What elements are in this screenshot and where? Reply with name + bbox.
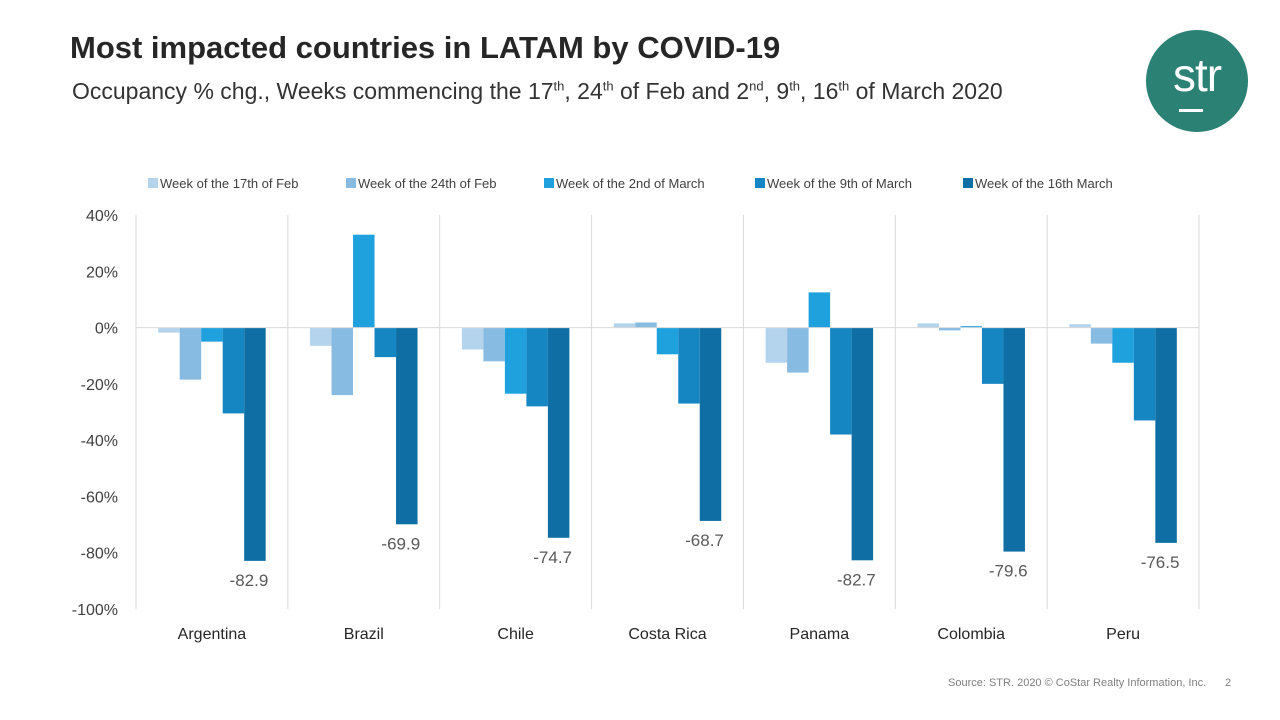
data-label: -82.9 bbox=[230, 571, 269, 590]
page-title: Most impacted countries in LATAM by COVI… bbox=[70, 30, 781, 65]
bar bbox=[201, 327, 223, 342]
data-label: -74.7 bbox=[533, 548, 572, 567]
subtitle-part-4: , 9 bbox=[763, 78, 790, 104]
bar bbox=[1112, 327, 1134, 363]
bar bbox=[1090, 327, 1113, 344]
bar bbox=[1003, 327, 1025, 552]
bar bbox=[808, 292, 831, 328]
subtitle-part-6: of March 2020 bbox=[849, 78, 1003, 104]
subtitle-sup-1: th bbox=[553, 78, 565, 94]
y-tick-label: -80% bbox=[81, 546, 118, 563]
bar bbox=[483, 327, 505, 362]
logo-text: str bbox=[1172, 49, 1222, 101]
x-category-label: Chile bbox=[497, 626, 534, 643]
subtitle-sup-4: th bbox=[789, 78, 801, 94]
page-subtitle: Occupancy % chg., Weeks commencing the 1… bbox=[72, 78, 1003, 105]
legend-swatch bbox=[755, 178, 765, 188]
data-label: -76.5 bbox=[1141, 553, 1180, 572]
x-category-label: Argentina bbox=[178, 626, 247, 643]
subtitle-sup-3: nd bbox=[749, 78, 764, 94]
data-label: -68.7 bbox=[685, 531, 724, 550]
bar bbox=[981, 327, 1004, 384]
bar bbox=[656, 327, 679, 355]
logo-underline bbox=[1179, 109, 1203, 112]
bar bbox=[787, 327, 809, 373]
legend-swatch bbox=[148, 178, 158, 188]
bar bbox=[179, 327, 202, 380]
bar bbox=[547, 327, 570, 538]
bar bbox=[244, 327, 266, 561]
legend-label: Week of the 24th of Feb bbox=[358, 176, 497, 191]
bar bbox=[613, 323, 636, 328]
legend-swatch bbox=[346, 178, 356, 188]
bar bbox=[222, 327, 245, 414]
bar bbox=[310, 327, 332, 346]
y-tick-label: 0% bbox=[95, 321, 118, 338]
subtitle-part-2: , 24 bbox=[564, 78, 603, 104]
data-label: -79.6 bbox=[989, 562, 1028, 581]
bar bbox=[1069, 324, 1091, 328]
legend-swatch bbox=[963, 178, 973, 188]
bar bbox=[1155, 327, 1177, 543]
page-number: 2 bbox=[1225, 677, 1232, 689]
bar bbox=[1133, 327, 1156, 421]
data-label: -82.7 bbox=[837, 570, 876, 589]
bar bbox=[960, 326, 982, 328]
y-tick-label: -40% bbox=[81, 433, 118, 450]
y-tick-label: 20% bbox=[86, 264, 118, 281]
x-category-label: Peru bbox=[1106, 626, 1140, 643]
legend-label: Week of the 9th of March bbox=[767, 176, 912, 191]
source-footnote: Source: STR. 2020 © CoStar Realty Inform… bbox=[948, 677, 1207, 689]
bar bbox=[917, 323, 939, 328]
x-category-label: Costa Rica bbox=[628, 626, 706, 643]
x-category-label: Colombia bbox=[937, 626, 1005, 643]
bar bbox=[396, 327, 418, 525]
subtitle-sup-2: th bbox=[602, 78, 614, 94]
x-category-label: Brazil bbox=[344, 626, 384, 643]
bar bbox=[699, 327, 722, 521]
bar bbox=[526, 327, 548, 407]
bar bbox=[353, 234, 375, 328]
subtitle-part-1: Occupancy % chg., Weeks commencing the 1… bbox=[72, 78, 554, 104]
bar bbox=[158, 327, 180, 333]
bar bbox=[461, 327, 484, 350]
legend-label: Week of the 2nd of March bbox=[556, 176, 705, 191]
bar bbox=[635, 322, 657, 328]
legend-swatch bbox=[544, 178, 554, 188]
bar bbox=[678, 327, 700, 404]
y-tick-label: -20% bbox=[81, 377, 118, 394]
bar bbox=[504, 327, 527, 394]
bar bbox=[765, 327, 788, 363]
data-label: -69.9 bbox=[381, 534, 420, 553]
bar bbox=[374, 327, 397, 358]
legend-label: Week of the 16th March bbox=[975, 176, 1113, 191]
bar bbox=[938, 327, 961, 331]
subtitle-part-3: of Feb and 2 bbox=[613, 78, 750, 104]
y-tick-label: 40% bbox=[86, 208, 118, 225]
y-tick-label: -100% bbox=[72, 602, 118, 619]
legend-label: Week of the 17th of Feb bbox=[160, 176, 299, 191]
subtitle-part-5: , 16 bbox=[800, 78, 839, 104]
subtitle-sup-5: th bbox=[838, 78, 850, 94]
x-category-label: Panama bbox=[790, 626, 850, 643]
bar bbox=[830, 327, 852, 435]
bar bbox=[851, 327, 874, 561]
y-tick-label: -60% bbox=[81, 489, 118, 506]
str-logo: str bbox=[1146, 30, 1248, 132]
bar bbox=[331, 327, 354, 396]
